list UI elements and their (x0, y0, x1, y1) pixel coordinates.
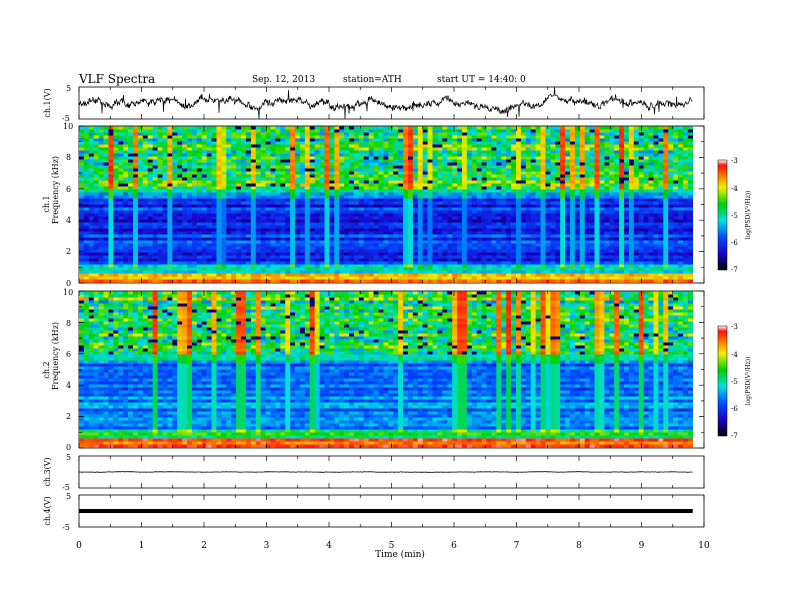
x-tick-label: 7 (514, 541, 520, 551)
x-tick-label: 6 (451, 541, 457, 551)
x-tick-labels: 0 1 2 3 4 5 6 7 8 9 10 (76, 541, 710, 551)
ch2-freq-tick-6: 6 (66, 350, 71, 359)
ch2-colorbar-gradient (717, 325, 728, 437)
ch2-cbar-tick-m5: -5 (731, 378, 738, 386)
ch1-spectrogram-ylabel: Frequency (kHz) (51, 156, 60, 224)
ch1-colorbar: -3 -4 -5 -6 -7 log(PSD(V²/Hz)) (717, 157, 752, 274)
figure-title: VLF Spectra (78, 72, 155, 86)
ch2-cbar-tick-m7: -7 (731, 432, 738, 440)
ch1-spectrogram-yticks: 10 8 6 4 2 0 (63, 122, 73, 288)
ch3-waveform-line (79, 471, 693, 473)
date-label: Sep. 12, 2013 (252, 75, 315, 85)
ch1-cbar-tick-m5: -5 (731, 212, 738, 220)
ch1-freq-tick-4: 4 (66, 216, 71, 225)
ch2-colorbar: -3 -4 -5 -6 -7 log(PSD(V²/Hz)) (717, 323, 752, 440)
ch2-freq-tick-10: 10 (63, 288, 73, 297)
ch3-ytick-top: 5 (66, 453, 71, 462)
start-time-label: start UT = 14:40: 0 (437, 75, 526, 85)
ch4-ytick-bottom: -5 (62, 523, 70, 532)
ch1-freq-tick-2: 2 (66, 247, 71, 256)
ch1-ytick-top: 5 (66, 84, 71, 93)
station-label: station=ATH (343, 75, 402, 85)
ch1-cbar-tick-m7: -7 (731, 266, 738, 274)
ch3-waveform-ylabel: ch.3(V) (43, 457, 52, 486)
ch4-ytick-top: 5 (66, 492, 71, 501)
x-tick-label: 8 (576, 541, 582, 551)
ch1-spectrogram (79, 126, 694, 283)
ch2-cbar-tick-m6: -6 (731, 405, 738, 413)
ch1-waveform-line (78, 86, 693, 120)
x-tick-label: 10 (698, 541, 710, 551)
ch2-freq-tick-0: 0 (66, 443, 71, 452)
axis-ticks (78, 87, 705, 527)
x-tick-label: 5 (389, 541, 395, 551)
x-tick-label: 9 (639, 541, 645, 551)
ch3-ytick-bottom: -5 (62, 483, 70, 492)
ch2-freq-tick-4: 4 (66, 381, 71, 390)
ch1-colorbar-gradient (717, 159, 728, 271)
ch2-cbar-tick-m3: -3 (731, 323, 738, 331)
x-tick-label: 4 (326, 541, 332, 551)
ch1-freq-tick-6: 6 (66, 185, 71, 194)
x-tick-label: 0 (76, 541, 82, 551)
ch1-freq-tick-8: 8 (66, 153, 71, 162)
ch1-spectrogram-channel-label: ch.1 (42, 195, 51, 212)
ch2-cbar-tick-m4: -4 (731, 351, 738, 359)
ch1-cbar-tick-m4: -4 (731, 185, 738, 193)
ch2-freq-tick-8: 8 (66, 319, 71, 328)
ch2-spectrogram (79, 291, 694, 448)
ch1-waveform-ylabel: ch.1(V) (43, 88, 52, 117)
ch1-colorbar-label: log(PSD(V²/Hz)) (745, 191, 752, 240)
x-tick-label: 3 (264, 541, 270, 551)
ch1-freq-tick-10: 10 (63, 122, 73, 131)
ch1-cbar-tick-m3: -3 (731, 157, 738, 165)
ch1-ytick-bottom: -5 (62, 114, 70, 123)
ch2-spectrogram-channel-label: ch.2 (42, 361, 51, 378)
ch2-colorbar-label: log(PSD(V²/Hz)) (745, 357, 752, 406)
tick-marks (78, 87, 705, 527)
ch1-freq-tick-0: 0 (66, 279, 71, 288)
ch2-spectrogram-ylabel: Frequency (kHz) (51, 322, 60, 390)
x-axis-label: Time (min) (375, 549, 425, 560)
ch2-freq-tick-2: 2 (66, 412, 71, 421)
ch4-waveform-ylabel: ch.4(V) (43, 496, 52, 525)
ch1-cbar-tick-m6: -6 (731, 239, 738, 247)
x-tick-label: 1 (139, 541, 145, 551)
x-tick-label: 2 (201, 541, 207, 551)
ch2-spectrogram-yticks: 10 8 6 4 2 0 (63, 288, 73, 452)
